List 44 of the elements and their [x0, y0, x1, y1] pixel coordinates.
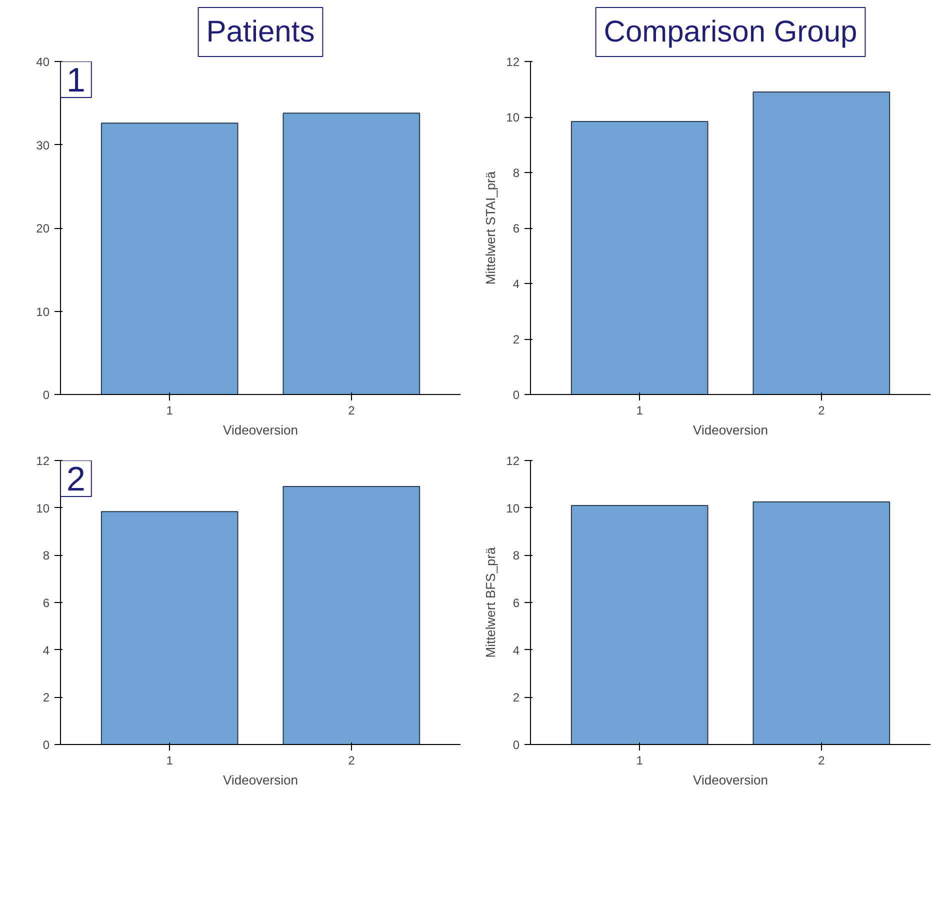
- y-tick-label: 0: [512, 388, 520, 402]
- annotation: 2: [66, 460, 86, 498]
- y-tick-label: 0: [42, 738, 50, 752]
- y-tick-label: 0: [42, 388, 50, 402]
- y-tick-label: 4: [512, 643, 520, 658]
- x-tick-label: 1: [636, 404, 644, 418]
- y-tick-label: 4: [512, 277, 520, 291]
- y-axis-title: Mittelwert BFS_prä: [483, 546, 498, 658]
- x-axis-title: Videoversion: [223, 772, 298, 788]
- y-tick-label: 2: [512, 332, 520, 346]
- y-tick-label: 2: [512, 690, 520, 705]
- y-tick-label: 20: [36, 222, 50, 236]
- y-tick-label: 0: [512, 738, 520, 752]
- x-tick-label: 1: [166, 754, 174, 768]
- y-tick-label: 4: [42, 643, 50, 658]
- y-tick-label: 10: [506, 501, 520, 516]
- y-tick-label: 10: [36, 304, 50, 319]
- x-tick-label: 2: [348, 404, 356, 418]
- y-tick-label: 10: [506, 110, 520, 124]
- y-tick-label: 8: [512, 166, 520, 180]
- y-axis-title: Mittelwert STAI_prä: [483, 170, 498, 285]
- x-axis-title: Videoversion: [223, 422, 298, 438]
- y-tick-label: 2: [42, 690, 50, 705]
- x-tick-label: 1: [636, 754, 644, 768]
- y-tick-label: 10: [36, 501, 50, 516]
- y-tick-label: 6: [512, 596, 520, 610]
- x-axis-title: Videoversion: [693, 422, 768, 438]
- x-tick-label: 2: [348, 754, 356, 768]
- y-tick-label: 12: [36, 454, 50, 468]
- x-tick-label: 2: [818, 754, 826, 768]
- y-tick-label: 12: [506, 454, 520, 468]
- x-tick-label: 1: [166, 404, 174, 418]
- y-tick-label: 12: [506, 55, 520, 69]
- x-axis-title: Videoversion: [693, 772, 768, 788]
- chart-title: Comparison Group: [604, 16, 858, 48]
- y-tick-label: 30: [36, 138, 50, 152]
- x-tick-label: 2: [818, 404, 826, 418]
- y-tick-label: 8: [512, 548, 520, 563]
- y-tick-label: 8: [42, 548, 50, 563]
- y-tick-label: 40: [36, 55, 50, 69]
- chart-title: Patients: [206, 16, 315, 48]
- y-tick-label: 6: [512, 222, 520, 236]
- annotation: 1: [66, 62, 86, 100]
- y-tick-label: 6: [42, 596, 50, 610]
